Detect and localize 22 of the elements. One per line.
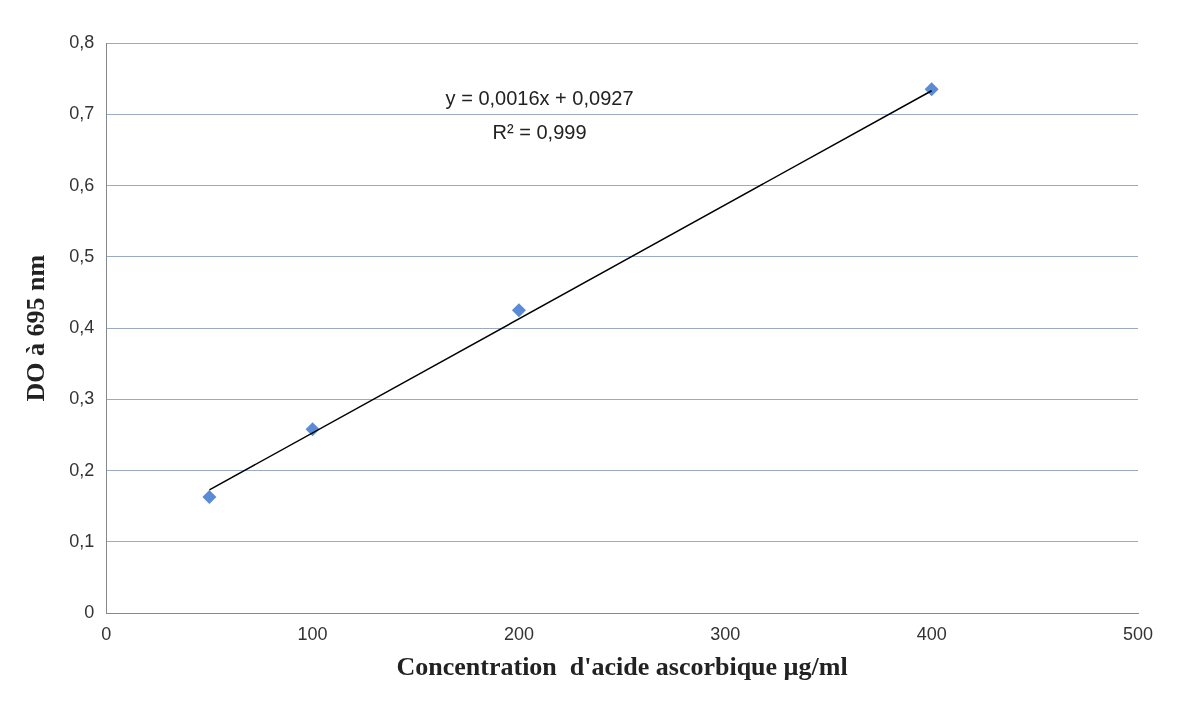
- point: [511, 303, 526, 318]
- y-tick-label: 0,5: [69, 245, 95, 266]
- x-tick-label: 500: [1122, 623, 1154, 644]
- point: [924, 82, 939, 97]
- y-tick-label: 0,6: [69, 174, 95, 195]
- y-tick-label: 0,3: [69, 388, 95, 409]
- x-tick-label: 200: [503, 623, 534, 644]
- x-tick-label: 300: [710, 623, 741, 644]
- x-tick-label: 400: [916, 623, 947, 644]
- x-tick-label: 0: [101, 623, 112, 644]
- annotation: R² = 0,999: [492, 121, 587, 143]
- x-axis-title: Concentration d'acide ascorbique µg/ml: [396, 652, 848, 682]
- x-tick-label: 100: [297, 623, 328, 644]
- point: [202, 490, 217, 505]
- y-axis-title: DO à 695 nm: [21, 254, 51, 402]
- y-tick-label: 0,8: [69, 31, 95, 52]
- y-tick-label: 0: [84, 602, 95, 623]
- y-tick-label: 0,2: [69, 459, 95, 480]
- y-tick-label: 0,7: [69, 103, 95, 124]
- y-tick-label: 0,4: [69, 317, 95, 338]
- annotation: y = 0,0016x + 0,0927: [445, 87, 634, 109]
- y-tick-label: 0,1: [69, 530, 95, 551]
